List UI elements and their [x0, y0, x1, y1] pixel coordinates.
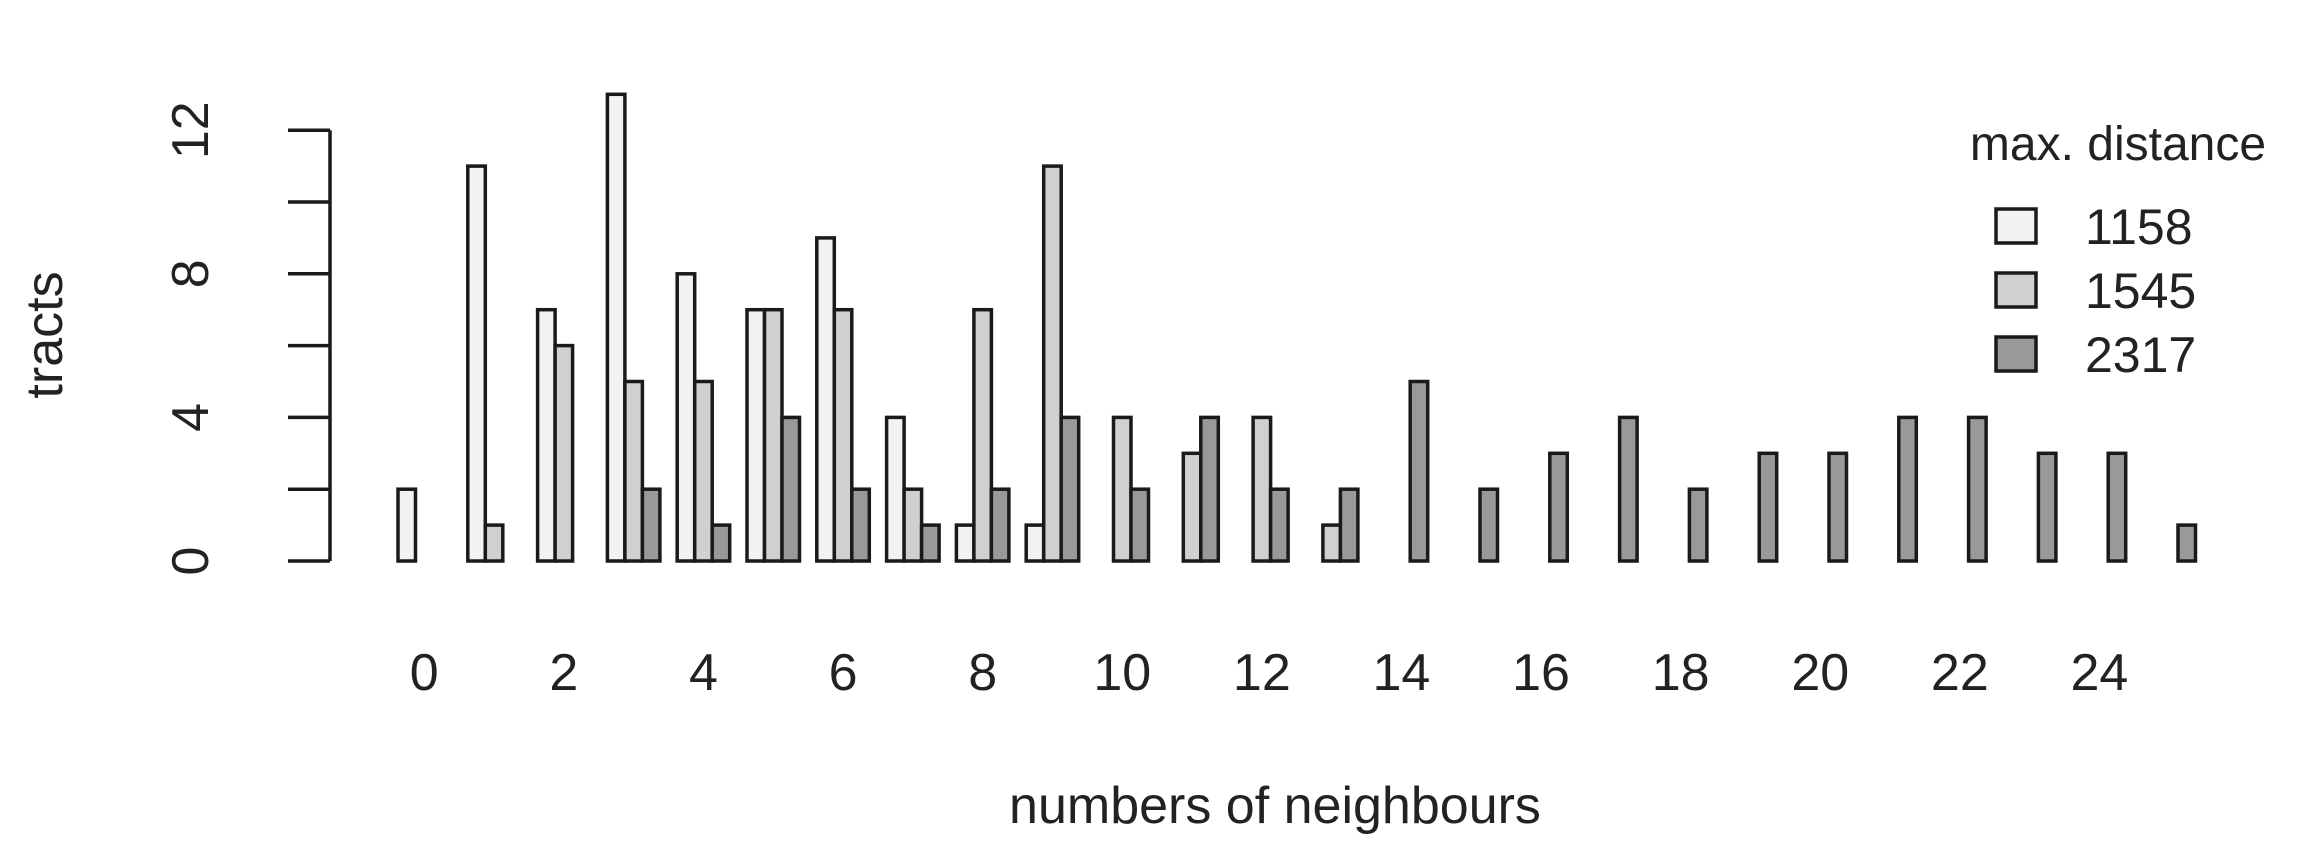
x-tick-label: 0 [410, 644, 439, 702]
x-tick-label: 24 [2071, 644, 2129, 702]
bar-1545-11 [1181, 451, 1203, 563]
bar-1158-9 [1024, 523, 1046, 563]
x-tick-label: 12 [1233, 644, 1291, 702]
x-tick-label: 22 [1931, 644, 1989, 702]
bar-1158-1 [466, 164, 488, 563]
bar-1545-5 [762, 307, 784, 563]
bar-2317-24 [2106, 451, 2128, 563]
bar-2317-22 [1966, 415, 1988, 563]
bar-2317-12 [1268, 487, 1290, 563]
bar-1545-9 [1041, 164, 1063, 563]
legend-label-2317: 2317 [2085, 327, 2196, 383]
bar-1545-10 [1111, 415, 1133, 563]
bar-1545-6 [832, 307, 854, 563]
x-tick-label: 10 [1093, 644, 1151, 702]
bar-1158-8 [954, 523, 976, 563]
y-tick-label: 12 [162, 101, 220, 159]
bar-2317-5 [780, 415, 802, 563]
bar-2317-17 [1617, 415, 1639, 563]
bar-1545-4 [692, 379, 714, 563]
x-tick-label: 6 [829, 644, 858, 702]
bar-2317-25 [2176, 523, 2198, 563]
bar-1545-13 [1321, 523, 1343, 563]
x-tick-label: 2 [549, 644, 578, 702]
legend-swatch-1158 [1994, 207, 2038, 245]
bars-group [396, 92, 2198, 563]
y-tick-label: 4 [162, 403, 220, 432]
x-tick-label: 16 [1512, 644, 1570, 702]
bar-1158-3 [605, 92, 627, 563]
bar-2317-14 [1408, 379, 1430, 563]
bar-2317-16 [1548, 451, 1570, 563]
bar-2317-19 [1757, 451, 1779, 563]
bar-2317-23 [2036, 451, 2058, 563]
bar-2317-10 [1129, 487, 1151, 563]
bar-1158-6 [815, 236, 837, 563]
x-tick-label: 8 [968, 644, 997, 702]
bar-1158-2 [535, 307, 557, 563]
bar-1158-7 [884, 415, 906, 563]
bar-1545-12 [1251, 415, 1273, 563]
bar-1545-8 [972, 307, 994, 563]
bar-2317-7 [919, 523, 941, 563]
bar-1545-7 [902, 487, 924, 563]
bar-1158-4 [675, 272, 697, 563]
bar-1158-0 [396, 487, 418, 563]
bar-2317-18 [1687, 487, 1709, 563]
bar-2317-4 [710, 523, 732, 563]
y-tick-label: 8 [162, 259, 220, 288]
bar-2317-8 [989, 487, 1011, 563]
legend-label-1545: 1545 [2085, 263, 2196, 319]
legend-swatch-1545 [1994, 271, 2038, 309]
x-axis-title: numbers of neighbours [1009, 777, 1541, 835]
x-tick-label: 20 [1791, 644, 1849, 702]
bar-1545-3 [623, 379, 645, 563]
x-tick-label: 14 [1373, 644, 1431, 702]
y-axis-title: tracts [16, 271, 74, 398]
legend-label-1158: 1158 [2085, 199, 2193, 255]
bar-1545-2 [553, 343, 575, 563]
bar-2317-11 [1199, 415, 1221, 563]
bar-2317-15 [1478, 487, 1500, 563]
legend-title: max. distance [1970, 118, 2266, 171]
bar-2317-6 [850, 487, 872, 563]
legend-swatch-2317 [1994, 335, 2038, 373]
bar-2317-21 [1897, 415, 1919, 563]
legend: max. distance 1158 1545 2317 [1970, 118, 2266, 383]
y-tick-label: 0 [162, 547, 220, 576]
bar-2317-20 [1827, 451, 1849, 563]
bar-2317-9 [1059, 415, 1081, 563]
bar-1545-1 [483, 523, 505, 563]
bar-2317-13 [1338, 487, 1360, 563]
x-tick-label: 18 [1652, 644, 1710, 702]
bar-1158-5 [745, 307, 767, 563]
y-axis: 0 4 8 12 [162, 101, 332, 576]
x-tick-labels: 0 2 4 6 8 10 12 14 16 18 20 22 24 [410, 644, 2129, 702]
bar-2317-3 [640, 487, 662, 563]
x-tick-label: 4 [689, 644, 718, 702]
